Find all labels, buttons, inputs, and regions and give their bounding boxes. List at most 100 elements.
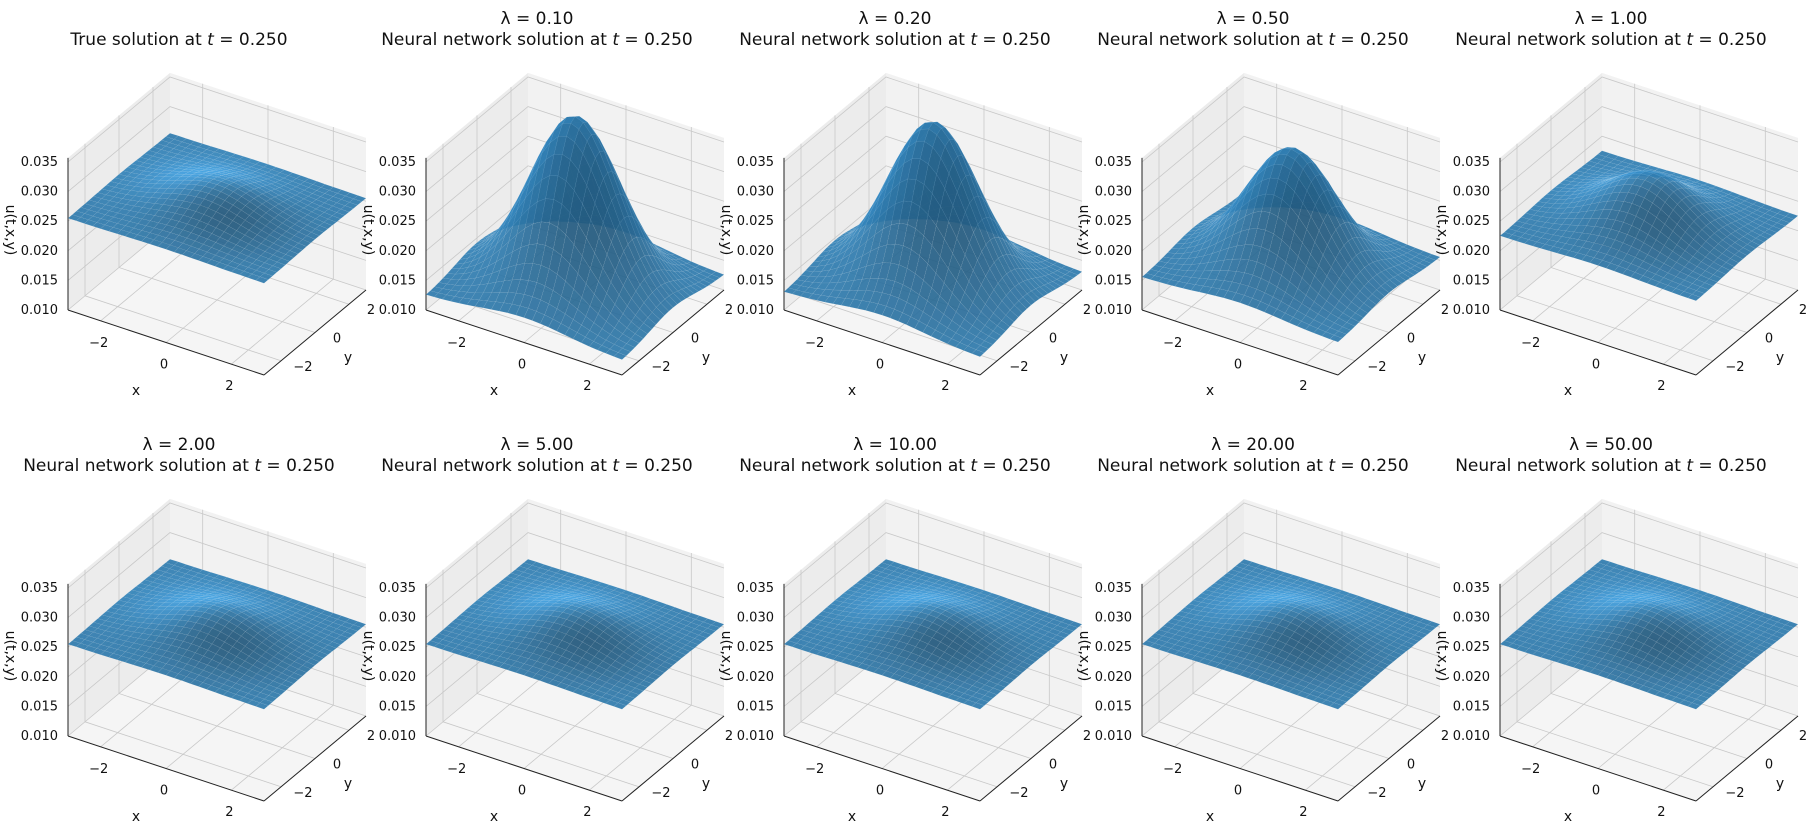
- y-tick-label: 2: [367, 729, 375, 744]
- grid-z: [425, 135, 725, 222]
- x-tick-label: 0: [160, 784, 168, 799]
- x-tick-label: −2: [89, 336, 108, 351]
- z-tick-label: 0.035: [1453, 155, 1490, 170]
- z-tick-label: 0.025: [1095, 214, 1132, 229]
- z-tick-label: 0.035: [21, 155, 58, 170]
- title-lambda: λ = 1.00: [1575, 9, 1648, 29]
- x-tick-label: −2: [805, 336, 824, 351]
- title-solution: Neural network solution at t = 0.250: [381, 30, 693, 50]
- grid-z: [425, 76, 725, 163]
- y-tick-label: 0: [333, 758, 341, 773]
- title-lambda: λ = 2.00: [143, 435, 216, 455]
- x-tick-label: 2: [941, 805, 949, 820]
- surface-patch: [259, 272, 273, 280]
- subplot-3: 0.0350.0300.0250.0200.0150.010−20220−2xy…: [718, 9, 1091, 399]
- grid-z: [67, 106, 367, 192]
- x-tick-label: 0: [1234, 358, 1242, 373]
- z-tick-label: 0.025: [1453, 214, 1490, 229]
- surface-patch: [685, 285, 699, 295]
- surface: [425, 115, 725, 360]
- z-tick-label: 0.020: [379, 244, 416, 259]
- z-tick-label: 0.015: [379, 699, 416, 714]
- z-tick-label: 0.030: [379, 611, 416, 626]
- z-tick-label: 0.035: [737, 581, 774, 596]
- x-tick-label: 2: [225, 379, 233, 394]
- y-tick-label: 2: [1083, 729, 1091, 744]
- surface-patch: [331, 212, 346, 220]
- x-tick-label: −2: [1163, 336, 1182, 351]
- title-lambda: λ = 10.00: [853, 435, 937, 455]
- grid-x: [231, 127, 334, 365]
- x-axis-label: x: [1564, 383, 1572, 399]
- z-tick-label: 0.025: [737, 640, 774, 655]
- x-tick-label: −2: [447, 762, 466, 777]
- z-tick-label: 0.025: [21, 640, 58, 655]
- y-axis-label: y: [1418, 350, 1426, 366]
- surface-patch: [310, 228, 324, 237]
- x-axis-line: [67, 309, 265, 376]
- subplot-9: 0.0350.0300.0250.0200.0150.010−20220−2xy…: [1076, 435, 1449, 825]
- z-tick-label: 0.010: [737, 303, 774, 318]
- x-tick-label: 2: [583, 379, 591, 394]
- y-axis-label: y: [702, 350, 710, 366]
- z-tick-label: 0.010: [1453, 303, 1490, 318]
- z-tick-label: 0.015: [737, 273, 774, 288]
- y-axis-label: y: [344, 350, 352, 366]
- surface-patch: [263, 269, 278, 277]
- y-tick-label: −2: [293, 786, 312, 801]
- grid-z: [67, 76, 367, 163]
- surface-patch: [698, 279, 712, 287]
- y-axis-line: [263, 289, 367, 376]
- x-tick-label: 2: [583, 805, 591, 820]
- z-tick-label: 0.020: [1453, 244, 1490, 259]
- z-tick-label: 0.020: [21, 244, 58, 259]
- surface-patch: [344, 202, 358, 209]
- z-tick-label: 0.025: [379, 214, 416, 229]
- y-tick-label: 0: [691, 758, 699, 773]
- surface-patch: [711, 271, 725, 279]
- subplot-5: 0.0350.0300.0250.0200.0150.010−20220−2xy…: [1434, 9, 1807, 399]
- x-tick-label: 0: [518, 784, 526, 799]
- z-tick-label: 0.015: [379, 273, 416, 288]
- subplot-7: 0.0350.0300.0250.0200.0150.010−20220−2xy…: [360, 435, 733, 825]
- z-tick-label: 0.015: [1453, 273, 1490, 288]
- y-tick-label: 0: [1049, 332, 1057, 347]
- x-axis-label: x: [490, 809, 498, 825]
- y-axis-label: y: [702, 776, 710, 792]
- surface-patch: [306, 232, 320, 240]
- z-axis-label: u(t,x,y): [1434, 205, 1450, 256]
- x-tick-label: 2: [1657, 379, 1665, 394]
- x-axis-label: x: [848, 383, 856, 399]
- z-tick-label: 0.030: [21, 611, 58, 626]
- y-tick-label: −2: [293, 360, 312, 375]
- x-tick-label: 0: [1592, 358, 1600, 373]
- z-tick-label: 0.020: [379, 670, 416, 685]
- z-tick-label: 0.035: [1095, 155, 1132, 170]
- subplot-8: 0.0350.0300.0250.0200.0150.010−20220−2xy…: [718, 435, 1091, 825]
- x-tick-label: −2: [1521, 336, 1540, 351]
- y-tick-label: 2: [725, 303, 733, 318]
- surface-patch: [689, 283, 704, 292]
- surface-patch: [323, 218, 337, 226]
- z-tick-label: 0.035: [379, 581, 416, 596]
- y-tick-label: −2: [1367, 360, 1386, 375]
- y-tick-label: 0: [1049, 758, 1057, 773]
- z-tick-label: 0.025: [737, 214, 774, 229]
- x-tick-label: −2: [805, 762, 824, 777]
- z-axis-label: u(t,x,y): [2, 631, 18, 682]
- title-lambda: λ = 5.00: [501, 435, 574, 455]
- x-tick-label: 0: [876, 358, 884, 373]
- subplot-4: 0.0350.0300.0250.0200.0150.010−20220−2xy…: [1076, 9, 1449, 399]
- x-axis-label: x: [848, 809, 856, 825]
- y-tick-label: −2: [1725, 360, 1744, 375]
- z-tick-label: 0.030: [1095, 185, 1132, 200]
- z-axis-label: u(t,x,y): [360, 631, 376, 682]
- z-tick-label: 0.030: [737, 611, 774, 626]
- grid-y: [118, 115, 316, 333]
- subplot-6: 0.0350.0300.0250.0200.0150.010−20220−2xy…: [2, 435, 375, 825]
- y-axis-label: y: [1060, 350, 1068, 366]
- z-axis-label: u(t,x,y): [718, 205, 734, 256]
- z-tick-label: 0.035: [737, 155, 774, 170]
- z-tick-label: 0.030: [737, 185, 774, 200]
- title-solution: Neural network solution at t = 0.250: [381, 456, 693, 476]
